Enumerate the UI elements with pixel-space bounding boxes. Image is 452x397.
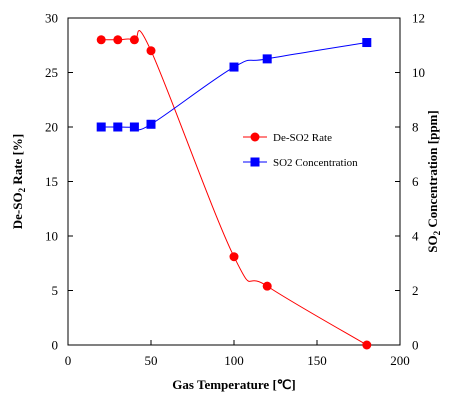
data-point [129,122,139,132]
y2-tick-label: 0 [412,338,419,353]
series-layer [96,30,372,350]
data-point [229,252,239,262]
x-tick-label: 0 [65,353,72,368]
y2-tick-label: 8 [412,120,419,135]
y2-tick-label: 2 [412,283,419,298]
legend-marker [250,132,260,142]
legend-item: SO2 Concentration [243,157,358,169]
series-line [101,42,367,131]
series-0 [96,30,372,350]
data-point [113,122,123,132]
legend-item: De-SO2 Rate [243,132,332,144]
x-tick-label: 200 [390,353,410,368]
legend-label: SO2 Concentration [273,157,358,169]
data-point [262,281,272,291]
data-point [96,35,106,45]
data-point [129,35,139,45]
y-axis-title: De-SO2 Rate [%] [10,134,27,230]
data-point [362,340,372,350]
data-point [146,46,156,56]
y2-tick-label: 12 [412,11,425,26]
data-point [229,62,239,72]
data-point [362,38,372,48]
series-line [101,30,368,346]
y2-tick-label: 4 [412,229,419,244]
y-tick-label: 15 [45,174,58,189]
legend: De-SO2 Rate SO2 Concentration [243,132,358,169]
legend-label: De-SO2 Rate [273,132,332,144]
y-tick-label: 30 [45,11,58,26]
x-tick-label: 100 [224,353,244,368]
y-tick-label: 5 [52,283,59,298]
y2-tick-label: 10 [412,65,425,80]
x-axis-title: Gas Temperature [℃] [172,377,295,392]
data-point [96,122,106,132]
y2-axis-title: SO2 Concentration [ppm] [425,110,442,252]
y-tick-label: 10 [45,229,58,244]
data-point [113,35,123,45]
data-point [262,54,272,64]
y-tick-label: 20 [45,120,58,135]
y2-tick-label: 6 [412,174,419,189]
legend-marker [250,157,260,167]
y-tick-label: 25 [45,65,58,80]
data-point [146,119,156,129]
series-1 [96,38,372,132]
x-tick-label: 50 [145,353,158,368]
y-tick-label: 0 [52,338,59,353]
x-tick-label: 150 [307,353,327,368]
